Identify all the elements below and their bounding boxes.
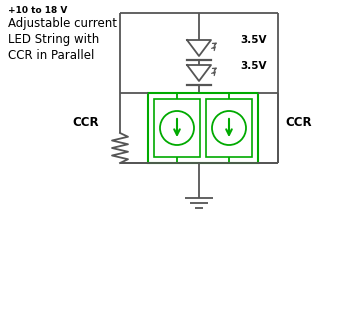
Text: CCR: CCR — [285, 116, 312, 129]
Bar — [154, 99, 200, 157]
Bar — [206, 99, 252, 157]
Text: Adjustable current
LED String with
CCR in Parallel: Adjustable current LED String with CCR i… — [8, 17, 117, 62]
Text: 3.5V: 3.5V — [240, 35, 267, 45]
Bar — [148, 93, 258, 163]
Text: CCR: CCR — [72, 116, 99, 129]
Text: +10 to 18 V: +10 to 18 V — [8, 6, 67, 15]
Text: 3.5V: 3.5V — [240, 61, 267, 71]
